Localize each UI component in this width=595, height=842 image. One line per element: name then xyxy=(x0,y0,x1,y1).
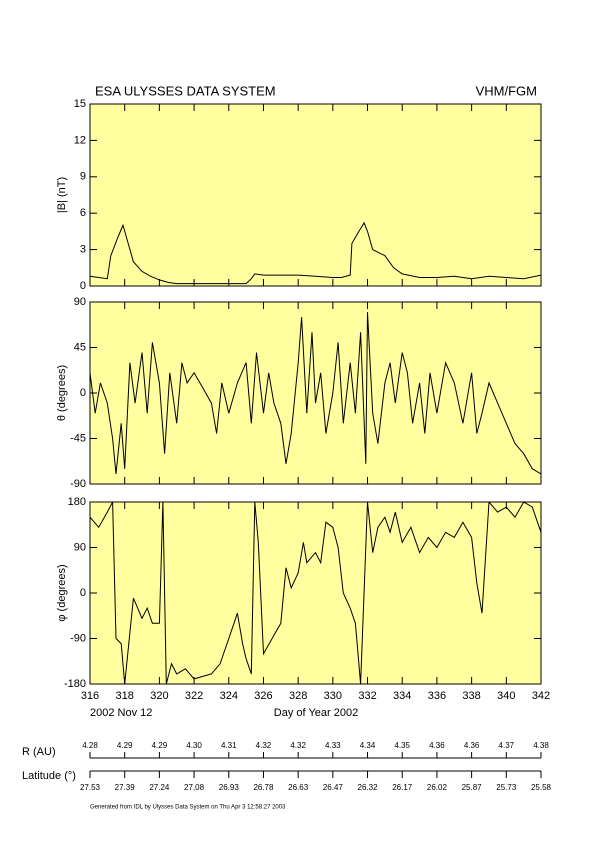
y-tick-label: -45 xyxy=(70,432,86,444)
r-value: 4.37 xyxy=(499,741,515,750)
r-value: 4.33 xyxy=(325,741,341,750)
data-line xyxy=(90,312,541,475)
r-value: 4.35 xyxy=(394,741,410,750)
title: ESA ULYSSES DATA SYSTEM xyxy=(95,83,276,98)
y-tick-label: 0 xyxy=(80,587,86,599)
lat-value: 25.58 xyxy=(531,783,552,792)
r-value: 4.32 xyxy=(290,741,306,750)
plot-area xyxy=(89,501,542,685)
data-line xyxy=(90,221,541,285)
lat-value: 27.53 xyxy=(80,783,101,792)
r-value: 4.34 xyxy=(360,741,376,750)
x-tick-label: 336 xyxy=(428,690,446,702)
x-tick-label: 320 xyxy=(150,690,168,702)
x-tick-label: 328 xyxy=(289,690,307,702)
lat-value: 26.63 xyxy=(288,783,309,792)
x-tick-label: 342 xyxy=(532,690,550,702)
x-tick-label: 326 xyxy=(254,690,272,702)
lat-value: 27.24 xyxy=(149,783,170,792)
r-value: 4.38 xyxy=(533,741,549,750)
r-value: 4.28 xyxy=(82,741,98,750)
lat-value: 26.47 xyxy=(323,783,344,792)
y-tick-label: -90 xyxy=(70,478,86,490)
y-tick-label: 6 xyxy=(80,207,86,219)
plot-area xyxy=(89,103,542,287)
r-value: 4.29 xyxy=(117,741,133,750)
lat-value: 26.93 xyxy=(219,783,240,792)
lat-value: 25.73 xyxy=(496,783,517,792)
y-tick-label: 0 xyxy=(80,280,86,292)
y-tick-label: 12 xyxy=(74,134,86,146)
lat-value: 26.17 xyxy=(392,783,413,792)
y-axis-label: |B| (nT) xyxy=(56,177,68,213)
lat-value: 26.32 xyxy=(358,783,379,792)
y-tick-label: 9 xyxy=(80,171,86,183)
r-value: 4.30 xyxy=(186,741,202,750)
x-tick-label: 322 xyxy=(185,690,203,702)
x-tick-label: 332 xyxy=(358,690,376,702)
r-value: 4.36 xyxy=(464,741,480,750)
x-tick-label: 338 xyxy=(462,690,480,702)
footer: Generated from IDL by Ulysses Data Syste… xyxy=(90,805,286,811)
x-tick-label: 324 xyxy=(220,690,238,702)
y-axis-label: φ (degrees) xyxy=(56,564,68,621)
x-tick-label: 318 xyxy=(116,690,134,702)
y-tick-label: 90 xyxy=(74,541,86,553)
start-date: 2002 Nov 12 xyxy=(90,707,152,719)
instrument: VHM/FGM xyxy=(476,83,537,98)
y-axis-label: θ (degrees) xyxy=(56,365,68,421)
x-tick-label: 340 xyxy=(497,690,515,702)
data-line xyxy=(90,502,541,684)
y-tick-label: -180 xyxy=(64,678,86,690)
y-tick-label: 3 xyxy=(80,244,86,256)
x-tick-label: 334 xyxy=(393,690,411,702)
y-tick-label: 45 xyxy=(74,341,86,353)
y-tick-label: 15 xyxy=(74,98,86,110)
y-tick-label: -90 xyxy=(70,632,86,644)
y-tick-label: 90 xyxy=(74,296,86,308)
r-value: 4.36 xyxy=(429,741,445,750)
r-value: 4.32 xyxy=(256,741,272,750)
lat-value: 26.78 xyxy=(253,783,274,792)
x-tick-label: 316 xyxy=(81,690,99,702)
y-tick-label: 0 xyxy=(80,387,86,399)
r-value: 4.29 xyxy=(152,741,168,750)
lat-label: Latitude (°) xyxy=(22,770,76,782)
r-label: R (AU) xyxy=(22,746,56,758)
lat-value: 25.87 xyxy=(462,783,483,792)
x-tick-label: 330 xyxy=(324,690,342,702)
r-value: 4.31 xyxy=(221,741,237,750)
lat-value: 26.02 xyxy=(427,783,448,792)
x-axis-label: Day of Year 2002 xyxy=(274,707,358,719)
lat-value: 27.39 xyxy=(115,783,136,792)
y-tick-label: 180 xyxy=(68,496,86,508)
lat-value: 27.08 xyxy=(184,783,205,792)
